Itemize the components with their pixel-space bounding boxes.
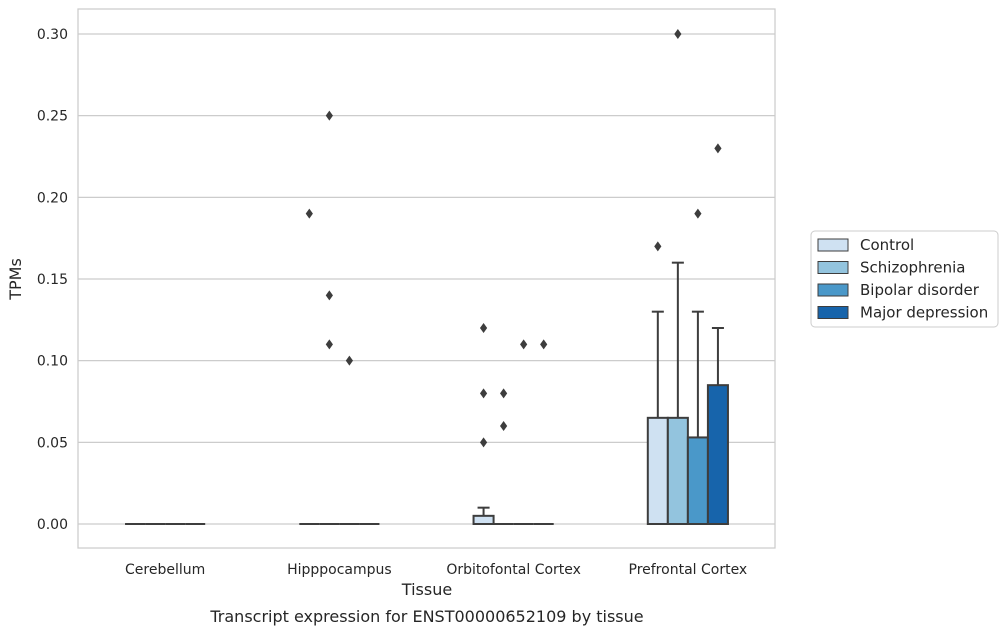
legend-swatch (817, 238, 849, 252)
x-axis-ticks: Cerebellum Hipppocampus Orbitofontal Corte… (125, 562, 747, 578)
y-tick-label: 0.25 (37, 109, 68, 125)
box-group (299, 208, 320, 525)
legend-label: Bipolar disorder (860, 281, 980, 299)
x-tick-label: Cerebellum (125, 562, 205, 578)
y-tick-label: 0.15 (37, 272, 68, 288)
legend-swatch (817, 306, 849, 319)
legend-swatch (817, 261, 849, 274)
x-tick-label: Prefrontal Cortex (629, 562, 748, 578)
outlier-point (500, 421, 508, 431)
box-group (706, 143, 729, 525)
box-group (339, 355, 360, 525)
outlier-point (325, 339, 333, 350)
legend: Control Schizophrenia Bipolar disorder Majo… (810, 230, 999, 328)
y-tick-label: 0.30 (37, 27, 68, 43)
box (686, 436, 709, 525)
box-group (493, 388, 514, 525)
box-plot-marks (125, 29, 729, 526)
y-axis-title: TPMs (6, 258, 25, 301)
outlier-point (714, 143, 722, 154)
outlier-point (325, 110, 333, 121)
outlier-point (479, 323, 488, 333)
box-group (533, 339, 554, 525)
box (472, 514, 495, 525)
box-group (646, 241, 669, 526)
legend-frame (810, 230, 999, 328)
y-tick-label: 0.20 (37, 190, 68, 206)
x-tick-label: Hipppocampus (287, 562, 392, 578)
legend-swatch (817, 283, 849, 297)
outlier-point (479, 388, 488, 399)
box-group (472, 323, 495, 525)
outlier-point (305, 208, 313, 219)
box (666, 416, 689, 526)
y-axis-ticks: 0.00 0.05 0.10 0.15 0.20 0.25 0.30 (37, 27, 68, 533)
legend-label: Control (860, 236, 914, 254)
y-tick-label: 0.10 (37, 354, 68, 370)
outlier-point (520, 339, 528, 350)
outlier-point (694, 208, 702, 219)
x-axis-title: Tissue (401, 580, 452, 599)
box-group (513, 339, 534, 525)
chart-caption: Transcript expression for ENST0000065210… (209, 607, 643, 626)
outlier-point (500, 388, 508, 399)
box-group (666, 29, 689, 526)
legend-label: Schizophrenia (860, 259, 965, 277)
outlier-point (654, 241, 662, 252)
box (706, 384, 729, 525)
plot-frame (77, 8, 776, 549)
box (646, 416, 669, 526)
y-tick-label: 0.00 (37, 517, 68, 533)
outlier-point (674, 29, 682, 39)
y-tick-label: 0.05 (37, 435, 68, 451)
outlier-point (325, 290, 333, 301)
box-group (686, 208, 709, 525)
legend-label: Major depression (860, 304, 988, 322)
outlier-point (345, 355, 353, 366)
x-tick-label: Orbitofontal Cortex (446, 562, 581, 578)
box-group (319, 110, 340, 525)
outlier-point (479, 437, 488, 448)
gridlines (78, 33, 775, 525)
outlier-point (540, 339, 548, 350)
